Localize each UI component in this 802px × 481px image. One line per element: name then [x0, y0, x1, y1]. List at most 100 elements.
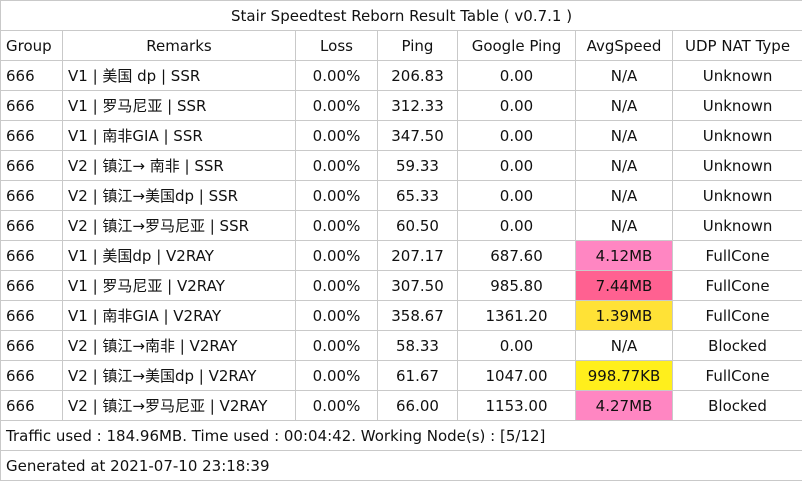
cell-ping: 60.50 — [378, 211, 458, 241]
cell-udp-nat: FullCone — [673, 271, 802, 301]
cell-remarks: V1 | 罗马尼亚 | SSR — [63, 91, 296, 121]
header-group: Group — [1, 31, 63, 61]
header-udp-nat: UDP NAT Type — [673, 31, 802, 61]
cell-remarks: V1 | 罗马尼亚 | V2RAY — [63, 271, 296, 301]
cell-remarks: V2 | 镇江→美国dp | SSR — [63, 181, 296, 211]
cell-udp-nat: Unknown — [673, 61, 802, 91]
cell-google-ping: 985.80 — [458, 271, 576, 301]
cell-group: 666 — [1, 361, 63, 391]
header-avg-speed: AvgSpeed — [576, 31, 673, 61]
cell-google-ping: 1047.00 — [458, 361, 576, 391]
cell-avg-speed: N/A — [576, 181, 673, 211]
cell-udp-nat: Blocked — [673, 391, 802, 421]
cell-udp-nat: Blocked — [673, 331, 802, 361]
cell-loss: 0.00% — [296, 271, 378, 301]
cell-google-ping: 687.60 — [458, 241, 576, 271]
cell-group: 666 — [1, 61, 63, 91]
cell-ping: 66.00 — [378, 391, 458, 421]
cell-loss: 0.00% — [296, 301, 378, 331]
cell-avg-speed: 998.77KB — [576, 361, 673, 391]
cell-group: 666 — [1, 271, 63, 301]
cell-avg-speed: N/A — [576, 331, 673, 361]
cell-udp-nat: Unknown — [673, 211, 802, 241]
cell-google-ping: 1153.00 — [458, 391, 576, 421]
cell-avg-speed: N/A — [576, 121, 673, 151]
cell-udp-nat: Unknown — [673, 121, 802, 151]
header-loss: Loss — [296, 31, 378, 61]
table-title: Stair Speedtest Reborn Result Table ( v0… — [1, 1, 802, 31]
cell-ping: 358.67 — [378, 301, 458, 331]
header-ping: Ping — [378, 31, 458, 61]
generated-timestamp: Generated at 2021-07-10 23:18:39 — [1, 451, 802, 481]
cell-ping: 312.33 — [378, 91, 458, 121]
cell-avg-speed: N/A — [576, 151, 673, 181]
cell-group: 666 — [1, 91, 63, 121]
cell-ping: 206.83 — [378, 61, 458, 91]
cell-group: 666 — [1, 181, 63, 211]
header-remarks: Remarks — [63, 31, 296, 61]
cell-loss: 0.00% — [296, 331, 378, 361]
cell-remarks: V2 | 镇江→南非 | V2RAY — [63, 331, 296, 361]
cell-remarks: V2 | 镇江→罗马尼亚 | V2RAY — [63, 391, 296, 421]
cell-loss: 0.00% — [296, 91, 378, 121]
cell-ping: 207.17 — [378, 241, 458, 271]
cell-udp-nat: FullCone — [673, 241, 802, 271]
cell-remarks: V1 | 美国dp | V2RAY — [63, 241, 296, 271]
cell-group: 666 — [1, 121, 63, 151]
cell-google-ping: 0.00 — [458, 331, 576, 361]
traffic-summary: Traffic used : 184.96MB. Time used : 00:… — [1, 421, 802, 451]
cell-group: 666 — [1, 151, 63, 181]
cell-avg-speed: 1.39MB — [576, 301, 673, 331]
cell-google-ping: 0.00 — [458, 91, 576, 121]
cell-avg-speed: N/A — [576, 91, 673, 121]
cell-loss: 0.00% — [296, 241, 378, 271]
cell-avg-speed: 7.44MB — [576, 271, 673, 301]
cell-google-ping: 0.00 — [458, 151, 576, 181]
cell-ping: 59.33 — [378, 151, 458, 181]
cell-ping: 307.50 — [378, 271, 458, 301]
cell-remarks: V2 | 镇江→罗马尼亚 | SSR — [63, 211, 296, 241]
cell-udp-nat: Unknown — [673, 91, 802, 121]
cell-loss: 0.00% — [296, 151, 378, 181]
cell-group: 666 — [1, 331, 63, 361]
cell-ping: 347.50 — [378, 121, 458, 151]
cell-remarks: V2 | 镇江→美国dp | V2RAY — [63, 361, 296, 391]
cell-udp-nat: Unknown — [673, 151, 802, 181]
cell-avg-speed: N/A — [576, 61, 673, 91]
cell-google-ping: 0.00 — [458, 211, 576, 241]
cell-udp-nat: Unknown — [673, 181, 802, 211]
cell-loss: 0.00% — [296, 121, 378, 151]
cell-avg-speed: 4.12MB — [576, 241, 673, 271]
cell-avg-speed: 4.27MB — [576, 391, 673, 421]
cell-udp-nat: FullCone — [673, 361, 802, 391]
cell-remarks: V2 | 镇江→ 南非 | SSR — [63, 151, 296, 181]
cell-avg-speed: N/A — [576, 211, 673, 241]
cell-group: 666 — [1, 391, 63, 421]
cell-group: 666 — [1, 241, 63, 271]
cell-ping: 65.33 — [378, 181, 458, 211]
cell-google-ping: 0.00 — [458, 61, 576, 91]
cell-google-ping: 0.00 — [458, 181, 576, 211]
cell-loss: 0.00% — [296, 181, 378, 211]
cell-google-ping: 0.00 — [458, 121, 576, 151]
cell-remarks: V1 | 南非GIA | V2RAY — [63, 301, 296, 331]
cell-remarks: V1 | 美国 dp | SSR — [63, 61, 296, 91]
cell-remarks: V1 | 南非GIA | SSR — [63, 121, 296, 151]
header-google-ping: Google Ping — [458, 31, 576, 61]
cell-loss: 0.00% — [296, 61, 378, 91]
header-row: Group Remarks Loss Ping Google Ping AvgS… — [1, 31, 802, 61]
